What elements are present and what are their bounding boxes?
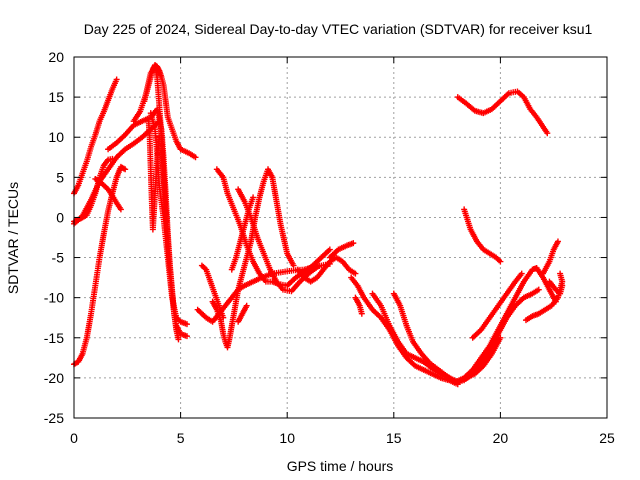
data-series-s28 <box>326 240 357 261</box>
y-tick-label: -20 <box>44 370 64 386</box>
data-point-marks <box>294 254 359 285</box>
y-axis-label: SDTVAR / TECUs <box>5 182 21 294</box>
data-series-s21 <box>444 264 559 385</box>
y-tick-label: 15 <box>48 89 64 105</box>
y-tick-label: -15 <box>44 330 64 346</box>
x-tick-label: 20 <box>493 430 509 446</box>
y-tick-label: 20 <box>48 49 64 65</box>
data-point-marks <box>235 186 323 295</box>
data-series-s1 <box>71 163 129 368</box>
data-series-s24 <box>454 88 551 137</box>
y-tick-label: -10 <box>44 290 64 306</box>
data-point-marks <box>540 238 561 277</box>
y-tick-label: 10 <box>48 129 64 145</box>
data-point-marks <box>71 163 129 368</box>
data-point-marks <box>469 270 525 341</box>
plot-frame <box>73 56 608 419</box>
data-series-s14 <box>235 186 323 295</box>
data-series-s12 <box>209 166 297 351</box>
x-tick-label: 5 <box>177 430 185 446</box>
data-series-s16 <box>228 194 257 273</box>
data-series-s26 <box>540 238 561 277</box>
data-series-s23 <box>461 206 504 265</box>
data-series-s10 <box>145 118 163 233</box>
data-point-marks <box>352 294 365 317</box>
data-series-s6 <box>105 106 182 343</box>
data-point-marks <box>444 264 559 385</box>
data-series-s22 <box>469 270 525 341</box>
data-point-marks <box>461 206 504 265</box>
data-point-marks <box>454 88 551 137</box>
data-point-marks <box>145 118 163 233</box>
grid-layer <box>74 57 607 418</box>
data-point-marks <box>235 302 250 325</box>
x-axis-label: GPS time / hours <box>287 458 394 474</box>
data-point-marks <box>546 278 566 297</box>
data-point-marks <box>326 240 357 261</box>
data-layer <box>71 62 566 388</box>
y-tick-label: -5 <box>52 250 65 266</box>
data-point-marks <box>209 166 297 351</box>
x-tick-label: 10 <box>279 430 295 446</box>
data-point-marks <box>105 106 182 343</box>
data-series-s17 <box>294 254 359 285</box>
x-tick-label: 25 <box>599 430 615 446</box>
x-tick-label: 15 <box>386 430 402 446</box>
data-series-s15 <box>198 262 227 321</box>
data-series-s27 <box>546 278 566 297</box>
data-series-s18 <box>348 274 461 388</box>
tick-layer: 0 5 10 15 20 25 -25 -20 -15 -10 -5 0 5 10 15 20 <box>44 49 615 446</box>
data-series-s30 <box>235 302 250 325</box>
y-tick-label: 5 <box>56 169 64 185</box>
data-series-s20 <box>390 286 542 385</box>
y-tick-label: -25 <box>44 410 64 426</box>
data-point-marks <box>348 274 461 388</box>
y-tick-label: 0 <box>56 209 64 225</box>
data-point-marks <box>228 194 257 273</box>
x-tick-label: 0 <box>70 430 78 446</box>
chart-title: Day 225 of 2024, Sidereal Day-to-day VTE… <box>84 21 593 37</box>
data-point-marks <box>198 262 227 321</box>
data-series-s29 <box>352 294 365 317</box>
data-point-marks <box>390 286 542 385</box>
